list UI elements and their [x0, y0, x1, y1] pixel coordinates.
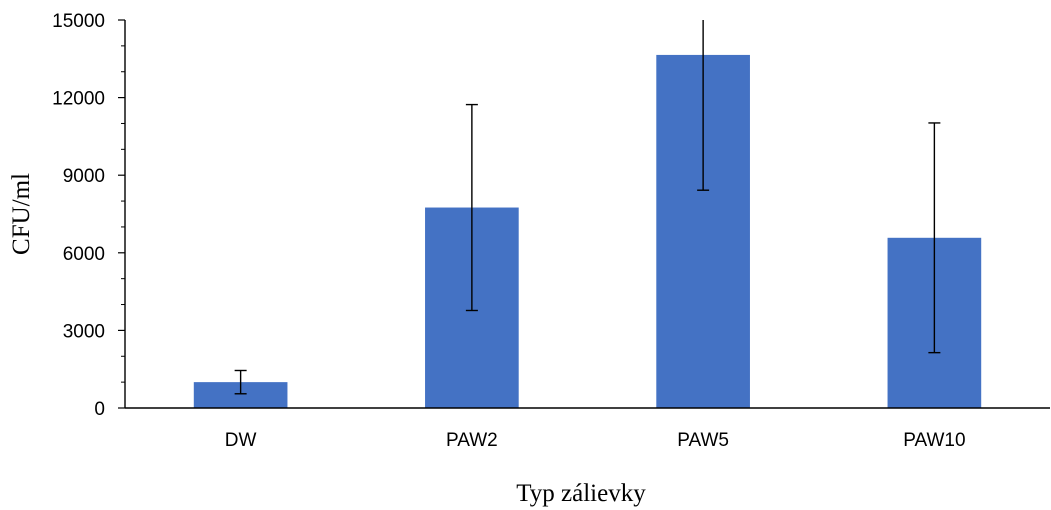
x-tick-label-paw5: PAW5 [677, 430, 729, 451]
x-tick-label-dw: DW [225, 430, 257, 451]
y-tick-label: 0 [94, 399, 105, 420]
y-axis-tick-labels: 0 3000 6000 9000 12000 15000 [52, 11, 105, 420]
error-bars [234, 20, 941, 395]
bars [193, 54, 982, 409]
x-tick-label-paw2: PAW2 [446, 430, 498, 451]
error-bar-paw10 [928, 122, 941, 354]
y-tick-label: 9000 [63, 166, 105, 187]
y-tick-label: 15000 [52, 11, 105, 32]
y-axis-ticks [118, 19, 125, 409]
error-bar-paw5 [697, 20, 710, 191]
y-tick-label: 6000 [63, 244, 105, 265]
error-bar-dw [234, 369, 247, 395]
y-axis-title: CFU/ml [8, 173, 35, 255]
y-tick-label: 3000 [63, 321, 105, 342]
x-tick-label-paw10: PAW10 [903, 430, 965, 451]
error-bar-paw2 [465, 103, 478, 312]
x-axis-tick-labels: DW PAW2 PAW5 PAW10 [225, 430, 966, 451]
x-axis-title: Typ zálievky [516, 480, 646, 507]
y-tick-label: 12000 [52, 89, 105, 110]
